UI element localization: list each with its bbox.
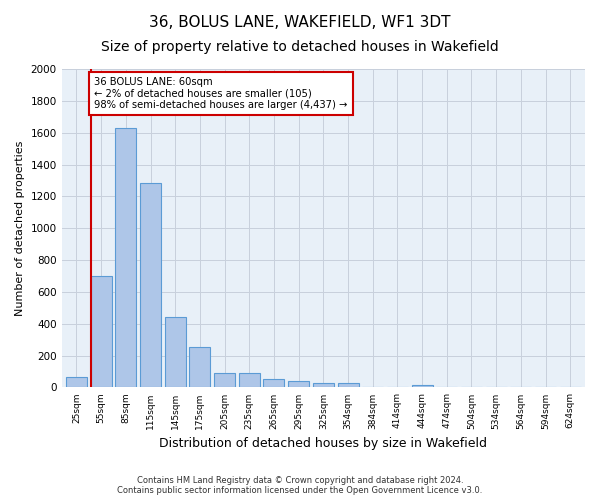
Y-axis label: Number of detached properties: Number of detached properties — [15, 140, 25, 316]
Bar — [214, 374, 235, 388]
Bar — [412, 384, 433, 388]
Bar — [115, 128, 136, 388]
Bar — [263, 380, 284, 388]
Bar — [338, 383, 359, 388]
X-axis label: Distribution of detached houses by size in Wakefield: Distribution of detached houses by size … — [160, 437, 487, 450]
Text: Size of property relative to detached houses in Wakefield: Size of property relative to detached ho… — [101, 40, 499, 54]
Bar — [239, 374, 260, 388]
Bar — [313, 383, 334, 388]
Text: 36 BOLUS LANE: 60sqm
← 2% of detached houses are smaller (105)
98% of semi-detac: 36 BOLUS LANE: 60sqm ← 2% of detached ho… — [94, 77, 347, 110]
Bar — [140, 183, 161, 388]
Bar — [190, 348, 211, 388]
Bar — [288, 381, 309, 388]
Text: Contains HM Land Registry data © Crown copyright and database right 2024.
Contai: Contains HM Land Registry data © Crown c… — [118, 476, 482, 495]
Bar — [91, 276, 112, 388]
Bar — [165, 316, 186, 388]
Bar — [66, 377, 87, 388]
Text: 36, BOLUS LANE, WAKEFIELD, WF1 3DT: 36, BOLUS LANE, WAKEFIELD, WF1 3DT — [149, 15, 451, 30]
